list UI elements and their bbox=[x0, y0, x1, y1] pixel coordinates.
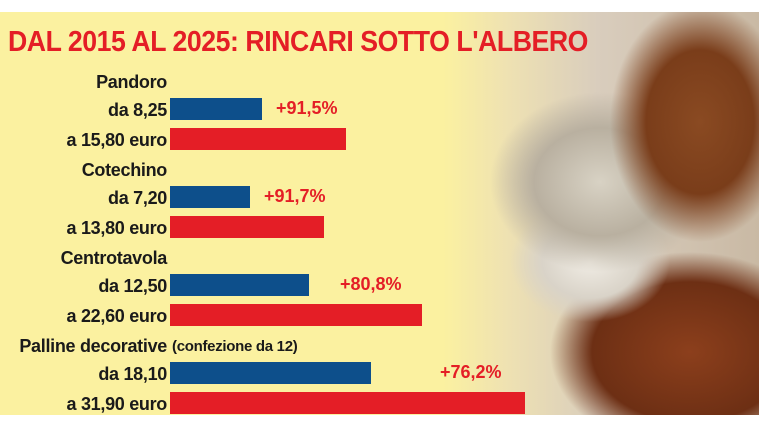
from-price-label: da 12,50 bbox=[98, 276, 167, 296]
item-name: Palline decorative bbox=[19, 336, 167, 356]
infographic-panel: DAL 2015 AL 2025: RINCARI SOTTO L'ALBERO… bbox=[0, 12, 759, 415]
change-label: +80,8% bbox=[340, 274, 402, 294]
to-price-label: a 13,80 euro bbox=[66, 218, 168, 238]
item-name: Centrotavola bbox=[60, 248, 168, 268]
bar-2015 bbox=[170, 186, 251, 208]
item-name: Cotechino bbox=[81, 160, 168, 180]
bar-2025 bbox=[170, 216, 324, 238]
to-price-label: a 22,60 euro bbox=[66, 306, 168, 326]
bar-2025 bbox=[170, 304, 422, 326]
change-label: +91,5% bbox=[276, 98, 338, 118]
change-label: +76,2% bbox=[440, 362, 502, 382]
to-price-label: a 15,80 euro bbox=[66, 130, 168, 150]
item-name: Pandoro bbox=[96, 72, 167, 92]
item-note: (confezione da 12) bbox=[172, 338, 298, 355]
pandoro-photo bbox=[400, 12, 759, 415]
change-label: +91,7% bbox=[264, 186, 326, 206]
bar-2025 bbox=[170, 392, 526, 414]
to-price-label: a 31,90 euro bbox=[66, 394, 168, 414]
bar-2025 bbox=[170, 128, 346, 150]
from-price-label: da 7,20 bbox=[108, 188, 167, 208]
from-price-label: da 18,10 bbox=[98, 364, 167, 384]
chart-title: DAL 2015 AL 2025: RINCARI SOTTO L'ALBERO bbox=[8, 26, 588, 58]
from-price-label: da 8,25 bbox=[108, 100, 167, 120]
bar-2015 bbox=[170, 98, 262, 120]
bar-2015 bbox=[170, 274, 310, 296]
bar-2015 bbox=[170, 362, 372, 384]
